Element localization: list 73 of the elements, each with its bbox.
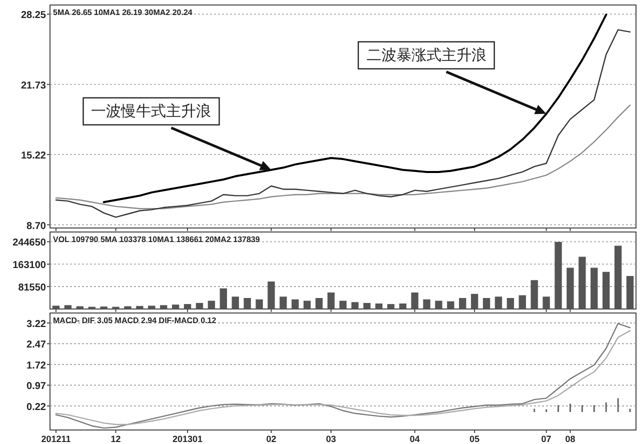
y-tick-label: 0.97 <box>26 381 46 392</box>
x-tick-label: 12 <box>110 434 121 444</box>
bar <box>304 300 311 309</box>
y-tick-label: 163100 <box>12 260 46 272</box>
y-tick-label: 2.47 <box>26 340 46 351</box>
x-tick-label: 07 <box>541 434 552 444</box>
chart-title: VOL 109790 5MA 103378 10MA1 138661 20MA2 137839 <box>53 235 260 244</box>
bar <box>518 295 526 309</box>
bar <box>172 304 180 309</box>
y-tick-label: 21.73 <box>20 80 46 92</box>
bar <box>542 296 550 309</box>
y-tick-label: 81550 <box>18 282 46 294</box>
bar <box>327 292 335 309</box>
y-tick-label: 244650 <box>12 238 46 249</box>
bar <box>124 306 132 309</box>
bar <box>578 256 586 309</box>
x-tick-label: 02 <box>266 434 276 444</box>
bar <box>315 298 323 309</box>
bar <box>435 300 442 309</box>
x-tick-label: 05 <box>470 434 480 444</box>
bar <box>411 292 418 309</box>
bar <box>351 302 359 309</box>
x-tick-label: 201211 <box>41 434 71 444</box>
bar <box>280 296 287 309</box>
bar <box>399 304 406 309</box>
bar <box>447 301 454 309</box>
bar <box>375 304 382 309</box>
bar <box>363 302 371 309</box>
line-series <box>55 104 631 210</box>
bar <box>482 298 490 309</box>
bar <box>614 246 622 309</box>
y-tick-label: 0.22 <box>26 402 46 413</box>
bar <box>506 298 514 309</box>
bar <box>292 299 299 309</box>
bar <box>148 306 156 309</box>
bar <box>626 276 634 309</box>
chart-title: 5MA 26.65 10MA1 26.19 30MA2 20.24 <box>53 8 193 17</box>
bar <box>554 242 562 309</box>
bar <box>602 272 610 309</box>
bar <box>64 305 72 309</box>
bar <box>52 306 60 309</box>
bar <box>244 298 251 309</box>
bar <box>268 282 275 309</box>
bar <box>256 299 263 309</box>
x-tick-label: 201301 <box>172 434 203 444</box>
annotation: 二波暴涨式主升浪 <box>366 46 486 64</box>
y-tick-label: 15.22 <box>20 150 46 162</box>
bar <box>459 298 466 309</box>
bar <box>220 288 227 309</box>
chart-title: MACD- DIF 3.05 MACD 2.94 DIF-MACD 0.12 <box>53 316 217 325</box>
bar <box>339 300 347 309</box>
x-tick-label: 04 <box>410 434 420 444</box>
bar <box>423 299 430 309</box>
x-tick-label: 03 <box>326 434 336 444</box>
bar <box>470 294 478 309</box>
x-tick-label: 08 <box>565 434 576 444</box>
bar <box>196 302 204 309</box>
bar <box>566 268 574 309</box>
bar <box>232 296 239 309</box>
bar <box>184 304 192 309</box>
bar <box>530 280 538 309</box>
bar <box>160 305 168 309</box>
y-tick-label: 28.25 <box>20 10 46 22</box>
bar <box>136 306 144 309</box>
y-tick-label: 3.22 <box>26 318 46 330</box>
bar <box>590 268 598 309</box>
bar <box>494 296 502 309</box>
y-tick-label: 8.70 <box>26 220 46 232</box>
bar <box>208 300 216 309</box>
line-series <box>55 29 631 218</box>
annotation: 一波慢牛式主升浪 <box>91 102 212 120</box>
y-tick-label: 1.72 <box>26 360 46 372</box>
bar <box>387 304 394 309</box>
